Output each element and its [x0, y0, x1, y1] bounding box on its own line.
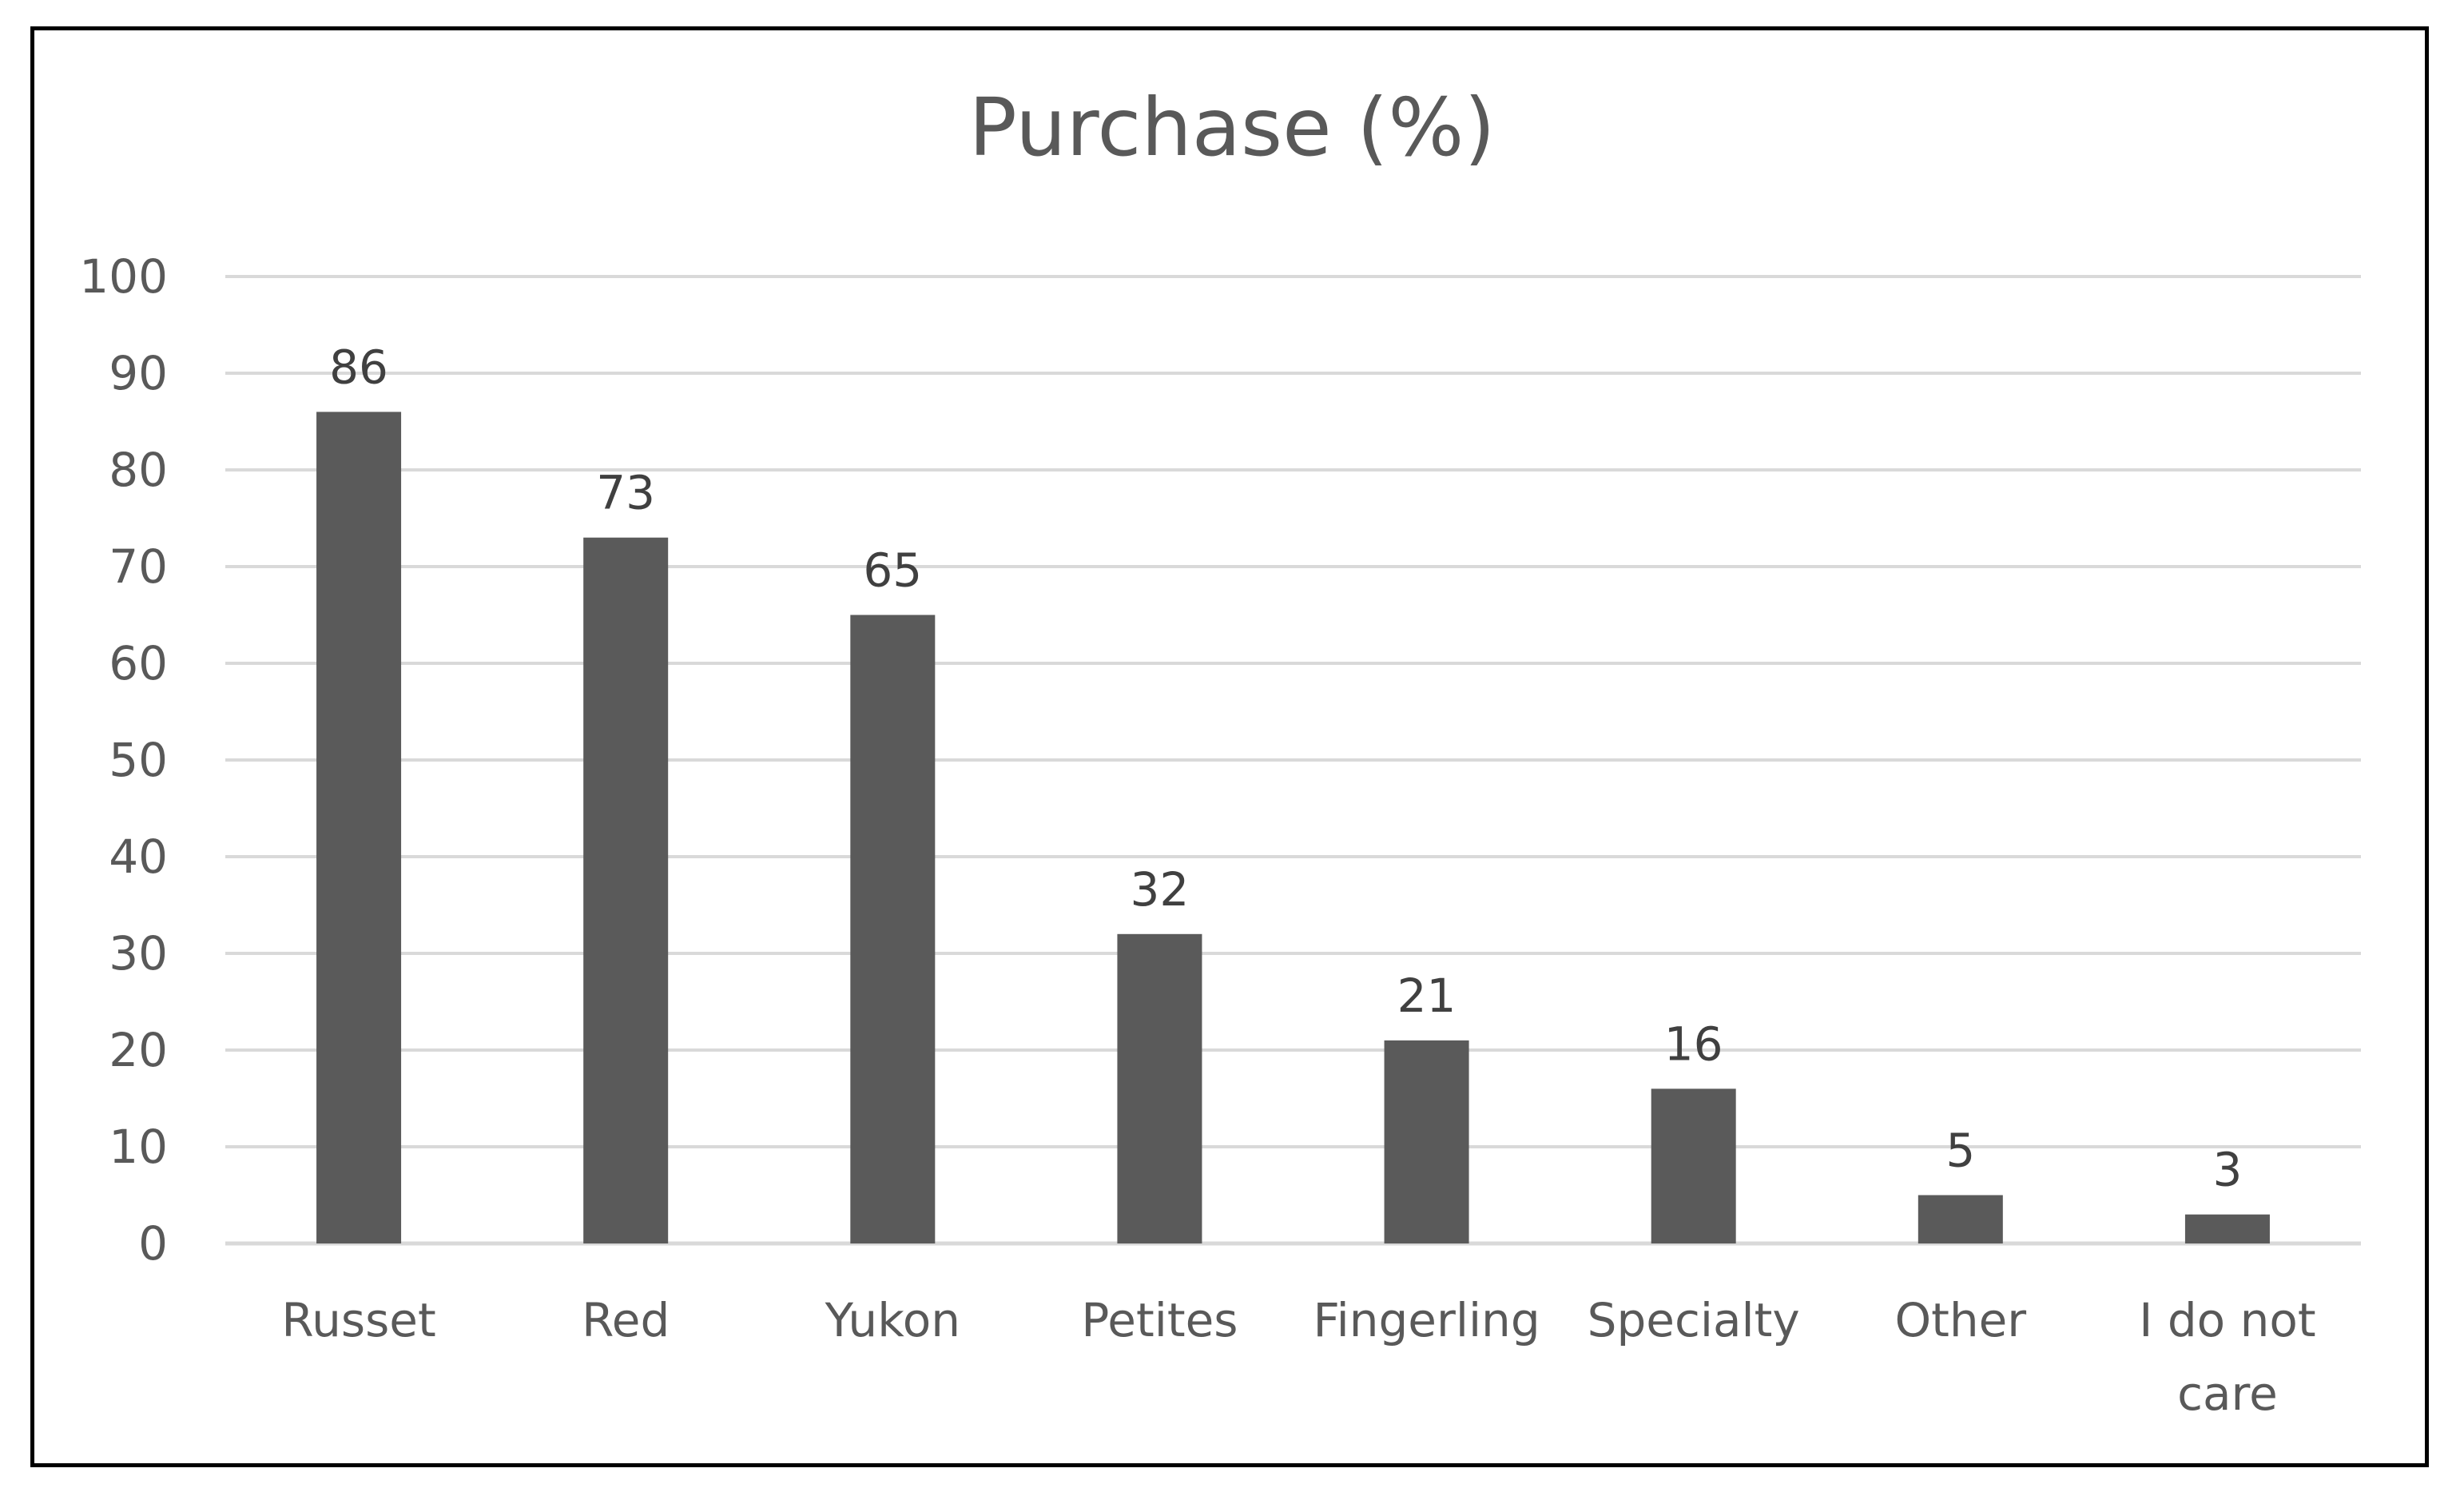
y-tick-label: 70 [109, 539, 168, 594]
y-tick-label: 60 [109, 636, 168, 690]
x-tick-label: Fingerling [1313, 1293, 1540, 1347]
bar [316, 412, 402, 1243]
y-tick-label: 20 [109, 1023, 168, 1077]
data-label: 16 [1664, 1017, 1723, 1071]
x-tick-label: Other [1894, 1293, 2026, 1347]
bar [850, 615, 936, 1243]
bar [2184, 1214, 2270, 1243]
y-tick-label: 40 [109, 830, 168, 884]
bar [1651, 1088, 1736, 1243]
bar [1384, 1040, 1469, 1243]
data-label: 5 [1945, 1124, 1975, 1178]
data-label: 32 [1131, 862, 1190, 917]
x-tick-label: Specialty [1588, 1293, 1800, 1347]
data-label: 3 [2212, 1143, 2242, 1197]
y-tick-label: 90 [109, 346, 168, 400]
y-axis-ticks: 0 10 20 30 40 50 60 70 80 90 100 [79, 249, 168, 1271]
chart-frame [30, 26, 2429, 1467]
y-tick-label: 10 [109, 1120, 168, 1174]
data-label: 73 [596, 466, 655, 520]
bars [316, 412, 2270, 1243]
data-label: 86 [329, 340, 388, 394]
x-axis-ticks: Russet Red Yukon Petites Fingerling Specialty… [281, 1293, 2315, 1421]
y-tick-label: 0 [138, 1216, 168, 1271]
bar [583, 537, 669, 1243]
y-tick-label: 80 [109, 443, 168, 497]
y-tick-label: 100 [79, 249, 168, 304]
x-tick-label: I do not care [2139, 1293, 2315, 1421]
x-tick-label: Russet [281, 1293, 435, 1347]
bar [1117, 933, 1202, 1243]
chart-title: Purchase (%) [968, 81, 1496, 174]
x-tick-label: Petites [1081, 1293, 1238, 1347]
x-tick-label: Yukon [825, 1293, 960, 1347]
x-tick-label: Red [582, 1293, 670, 1347]
y-tick-label: 50 [109, 733, 168, 787]
data-labels: 86 73 65 32 21 16 5 3 [329, 340, 2242, 1196]
gridlines [225, 275, 2361, 1246]
data-label: 21 [1397, 969, 1457, 1023]
y-tick-label: 30 [109, 926, 168, 981]
data-label: 65 [863, 543, 922, 598]
bar [1918, 1195, 2003, 1243]
